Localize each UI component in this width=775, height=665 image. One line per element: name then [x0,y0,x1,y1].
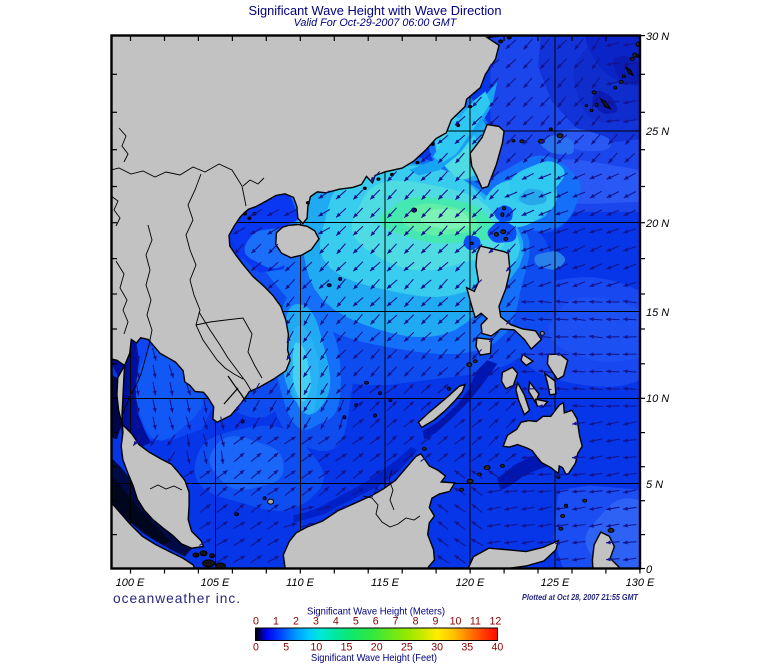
svg-text:30 N: 30 N [646,31,669,43]
svg-text:Plotted at Oct 28, 2007 21:55: Plotted at Oct 28, 2007 21:55 GMT [522,593,639,602]
svg-text:3: 3 [313,616,319,628]
svg-text:40: 40 [492,642,504,654]
svg-text:11: 11 [470,616,481,628]
svg-text:8: 8 [413,616,419,628]
svg-text:20: 20 [371,642,383,654]
svg-text:110 E: 110 E [286,577,315,589]
svg-text:120 E: 120 E [456,577,485,589]
svg-text:6: 6 [373,616,379,628]
svg-text:35: 35 [461,642,473,654]
svg-text:Valid For Oct-29-2007 06:00 GM: Valid For Oct-29-2007 06:00 GMT [294,17,458,29]
svg-text:30: 30 [431,642,443,654]
svg-text:Significant Wave Height (Feet): Significant Wave Height (Feet) [311,653,437,664]
svg-text:0: 0 [253,642,259,654]
svg-text:125 E: 125 E [541,577,570,589]
svg-text:Significant Wave Height with W: Significant Wave Height with Wave Direct… [249,3,502,18]
svg-text:105 E: 105 E [201,577,230,589]
svg-text:5: 5 [283,642,289,654]
svg-text:2: 2 [293,616,299,628]
svg-text:15: 15 [341,642,353,654]
svg-text:130 E: 130 E [626,577,655,589]
svg-text:5 N: 5 N [646,479,663,491]
svg-text:7: 7 [393,616,399,628]
svg-text:100 E: 100 E [116,577,145,589]
svg-text:115 E: 115 E [371,577,400,589]
svg-text:9: 9 [433,616,439,628]
svg-text:25 N: 25 N [645,126,669,138]
svg-text:0: 0 [253,616,259,628]
svg-text:15 N: 15 N [646,307,669,319]
svg-text:oceanweather inc.: oceanweather inc. [113,590,241,606]
svg-text:Significant Wave Height (Meter: Significant Wave Height (Meters) [307,607,445,618]
svg-text:5: 5 [353,616,359,628]
svg-text:0: 0 [646,564,653,576]
svg-text:1: 1 [273,616,279,628]
svg-text:4: 4 [333,616,339,628]
svg-text:10 N: 10 N [646,393,669,405]
svg-text:20 N: 20 N [645,218,669,230]
svg-text:10: 10 [450,616,462,628]
svg-text:25: 25 [401,642,413,654]
svg-text:12: 12 [490,616,502,628]
svg-text:10: 10 [311,642,323,654]
